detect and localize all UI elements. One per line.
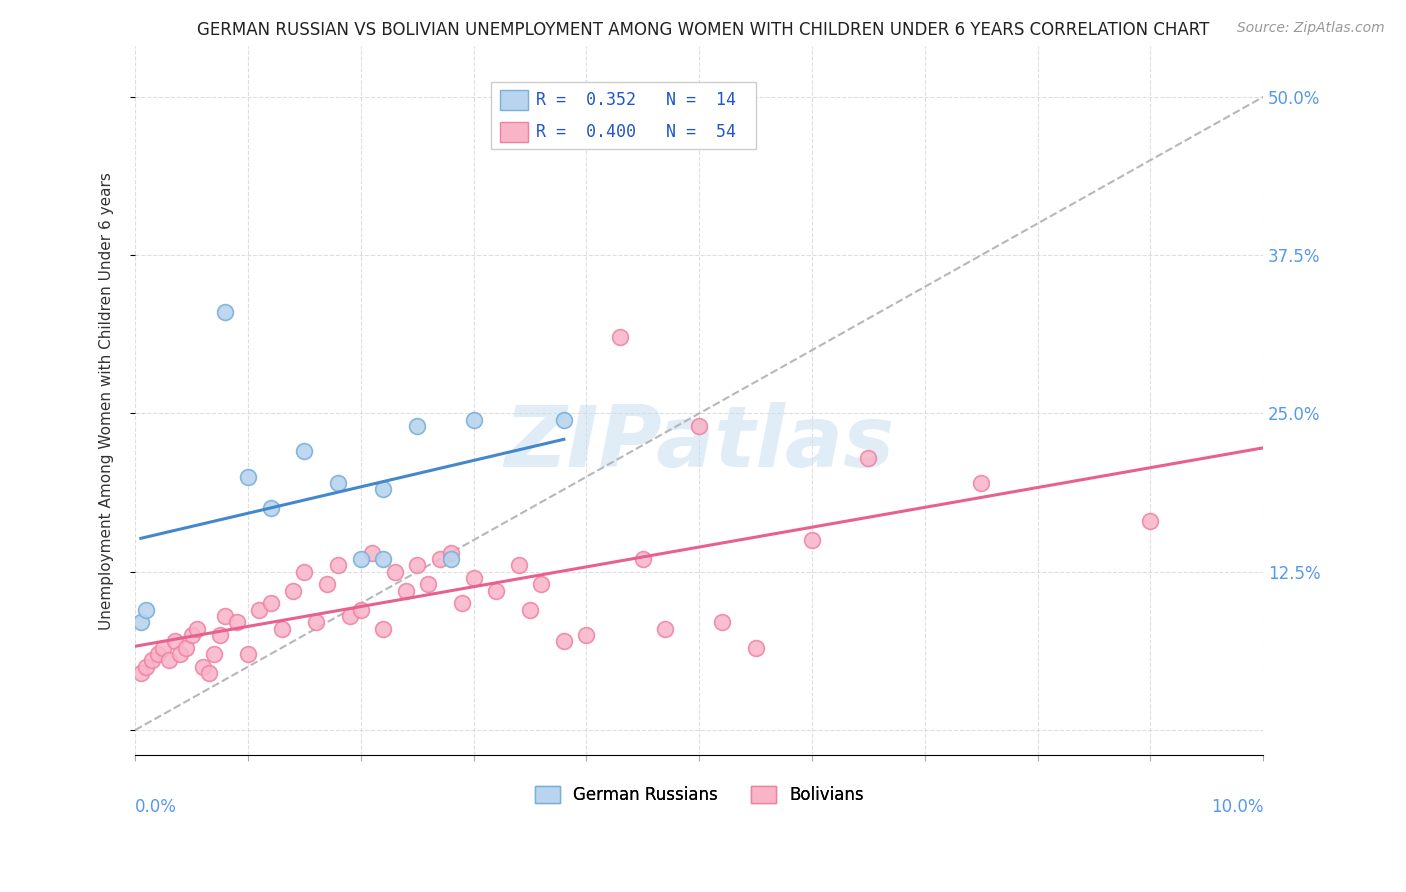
Point [169, 647, 191, 661]
Point [406, 558, 429, 573]
Point [406, 419, 429, 434]
Point [129, 666, 152, 681]
Point [463, 571, 485, 585]
Legend: German Russians, Bolivians: German Russians, Bolivians [527, 780, 870, 811]
Point [463, 413, 485, 427]
Point [135, 603, 157, 617]
Point [292, 565, 315, 579]
Point [270, 622, 292, 636]
Text: 10.0%: 10.0% [1211, 798, 1263, 816]
Point [1139, 514, 1161, 528]
Point [485, 583, 508, 598]
Point [519, 603, 541, 617]
Point [429, 552, 451, 566]
Point [710, 615, 733, 630]
Point [174, 640, 197, 655]
Bar [499, 122, 527, 142]
Point [339, 609, 361, 624]
Point [292, 444, 315, 458]
Point [208, 628, 231, 642]
Point [197, 666, 219, 681]
Point [350, 603, 373, 617]
Text: R =  0.352   N =  14: R = 0.352 N = 14 [536, 91, 735, 109]
Point [361, 546, 384, 560]
Text: 0.0%: 0.0% [135, 798, 177, 816]
Point [631, 552, 654, 566]
Point [744, 640, 766, 655]
Point [191, 659, 214, 673]
Text: R =  0.400   N =  54: R = 0.400 N = 54 [536, 123, 735, 141]
Point [440, 546, 463, 560]
Point [328, 558, 350, 573]
Point [801, 533, 824, 547]
Point [225, 615, 247, 630]
Point [135, 659, 157, 673]
Point [214, 305, 236, 319]
Point [129, 615, 152, 630]
Point [373, 622, 395, 636]
Text: GERMAN RUSSIAN VS BOLIVIAN UNEMPLOYMENT AMONG WOMEN WITH CHILDREN UNDER 6 YEARS : GERMAN RUSSIAN VS BOLIVIAN UNEMPLOYMENT … [197, 21, 1209, 38]
Y-axis label: Unemployment Among Women with Children Under 6 years: Unemployment Among Women with Children U… [100, 172, 114, 630]
Point [328, 476, 350, 491]
Text: ZIPatlas: ZIPatlas [505, 401, 894, 485]
Point [152, 640, 174, 655]
Point [247, 603, 270, 617]
Point [373, 552, 395, 566]
Point [259, 501, 281, 516]
Point [186, 622, 208, 636]
Point [451, 596, 474, 610]
Point [530, 577, 553, 591]
Point [575, 628, 598, 642]
Point [373, 483, 395, 497]
Point [180, 628, 202, 642]
Point [858, 450, 880, 465]
Point [508, 558, 530, 573]
Point [688, 419, 710, 434]
Point [202, 647, 225, 661]
Point [214, 609, 236, 624]
Point [141, 653, 163, 667]
Point [395, 583, 418, 598]
Point [281, 583, 304, 598]
Point [654, 622, 676, 636]
Point [384, 565, 406, 579]
Point [146, 647, 169, 661]
Point [970, 476, 993, 491]
Text: Source: ZipAtlas.com: Source: ZipAtlas.com [1237, 21, 1385, 35]
Point [163, 634, 186, 648]
Point [236, 469, 259, 483]
Point [157, 653, 180, 667]
Point [418, 577, 440, 591]
Point [305, 615, 328, 630]
Point [350, 552, 373, 566]
Bar [499, 90, 527, 110]
Point [259, 596, 281, 610]
Point [316, 577, 339, 591]
Point [553, 634, 575, 648]
Point [609, 330, 631, 344]
Point [440, 552, 463, 566]
Point [553, 413, 575, 427]
Bar [491, 82, 755, 149]
Point [236, 647, 259, 661]
